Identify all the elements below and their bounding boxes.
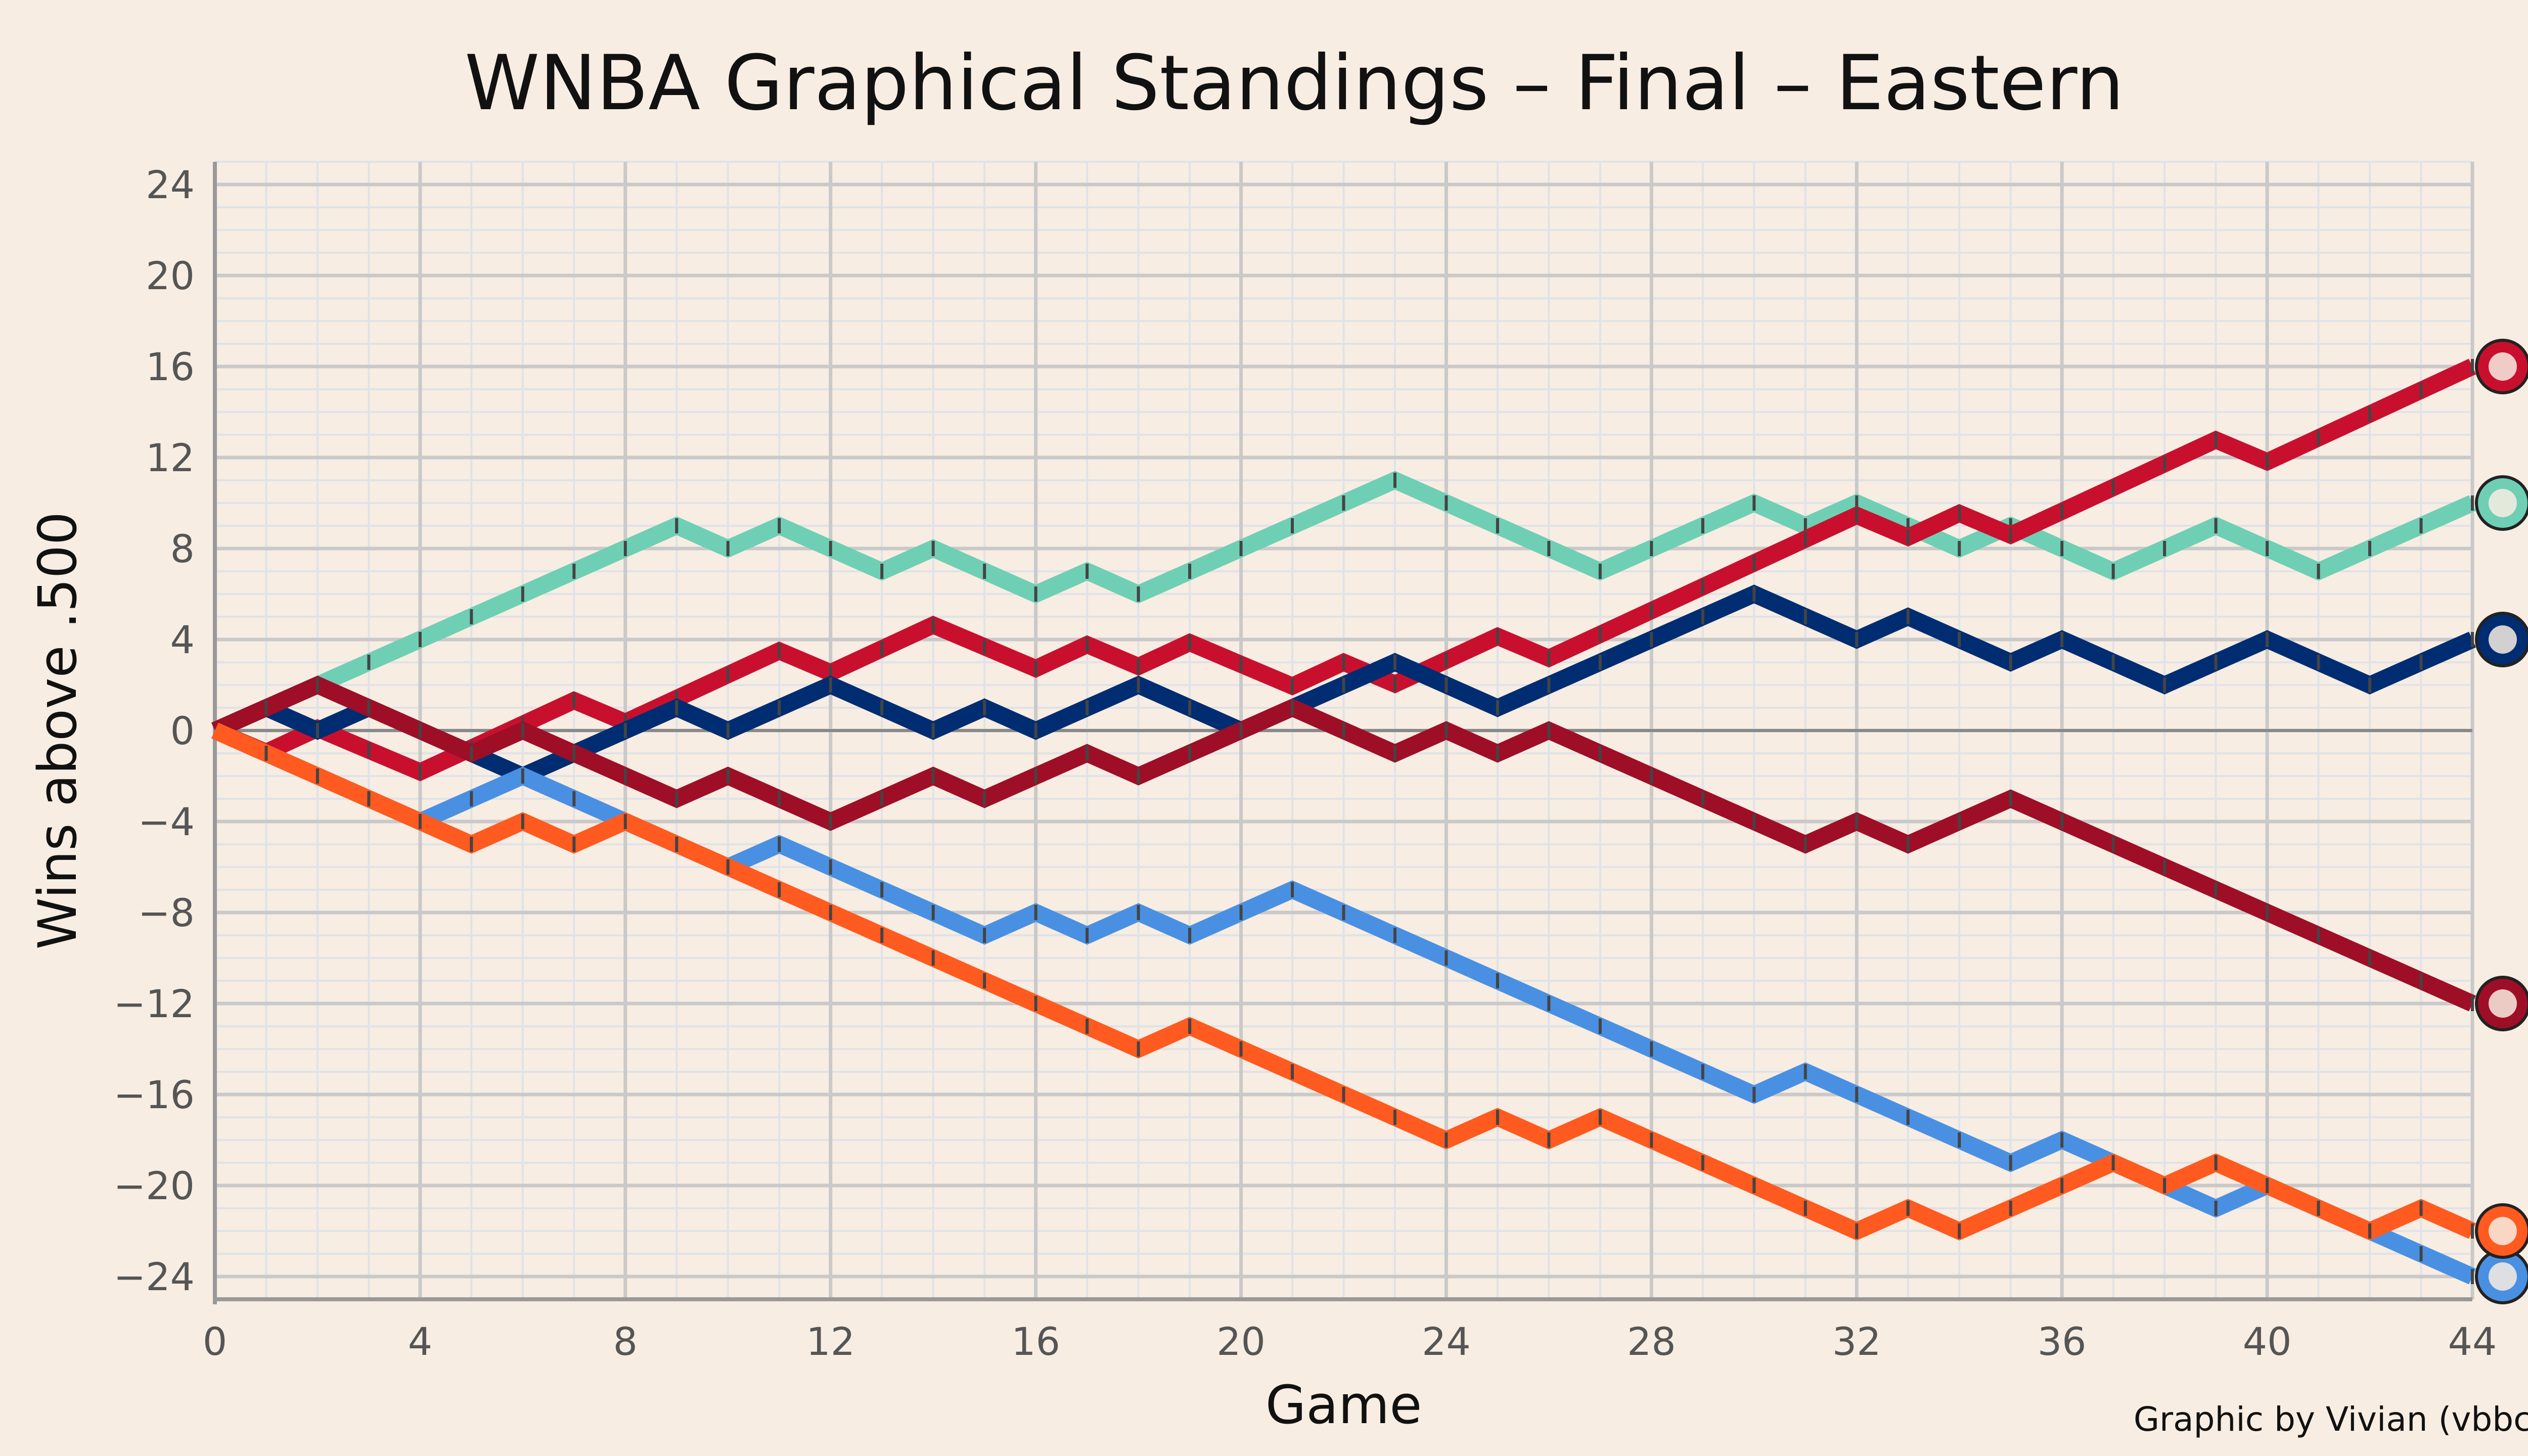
- washington-mystics-logo: [2475, 976, 2528, 1031]
- x-tick-label: 16: [1011, 1319, 1060, 1364]
- y-tick-label: −12: [114, 981, 195, 1026]
- chart-title: WNBA Graphical Standings – Final – Easte…: [464, 39, 2125, 127]
- new-york-liberty-logo: [2475, 475, 2528, 531]
- y-axis-title: Wins above .500: [27, 512, 88, 949]
- x-tick-label: 44: [2448, 1319, 2497, 1364]
- x-tick-labels: 0 4 8 12 16 20 24 28 32 36 40 44: [203, 1319, 2497, 1364]
- indiana-fever-logo: [2475, 612, 2528, 667]
- y-tick-label: −24: [114, 1254, 195, 1299]
- y-tick-label: 8: [170, 526, 195, 571]
- y-tick-label: −16: [114, 1072, 195, 1117]
- y-tick-label: 4: [170, 617, 195, 662]
- x-tick-label: 40: [2243, 1319, 2292, 1364]
- y-tick-label: 12: [146, 435, 195, 480]
- x-tick-label: 24: [1422, 1319, 1471, 1364]
- logo-center: [2489, 352, 2517, 381]
- x-tick-label: 36: [2038, 1319, 2087, 1364]
- logo-center: [2489, 625, 2517, 654]
- logo-center: [2489, 989, 2517, 1018]
- series-layer: [211, 358, 2476, 1285]
- x-tick-label: 32: [1832, 1319, 1881, 1364]
- y-tick-labels: 24 20 16 12 8 4 0 −4 −8 −12 −16 −20 −24: [114, 162, 195, 1299]
- connecticut-sun-logo: [2475, 1203, 2528, 1259]
- y-tick-label: −8: [138, 890, 195, 935]
- team-logos: [2475, 339, 2528, 1304]
- logo-center: [2489, 1262, 2517, 1291]
- x-tick-label: 20: [1216, 1319, 1266, 1364]
- logo-center: [2489, 489, 2517, 517]
- y-tick-label: 0: [170, 708, 195, 753]
- credit-text: Graphic by Vivian (vbbcla): [2133, 1400, 2528, 1439]
- logo-center: [2489, 1217, 2517, 1245]
- y-tick-label: −20: [114, 1163, 195, 1208]
- x-tick-label: 4: [408, 1319, 432, 1364]
- x-tick-label: 8: [613, 1319, 638, 1364]
- x-axis-title: Game: [1266, 1374, 1422, 1436]
- atlanta-dream-logo: [2475, 339, 2528, 394]
- y-tick-label: 16: [146, 344, 195, 389]
- x-tick-label: 28: [1627, 1319, 1676, 1364]
- y-tick-label: 20: [146, 253, 195, 298]
- y-tick-label: 24: [146, 162, 195, 207]
- x-tick-label: 12: [806, 1319, 855, 1364]
- y-tick-label: −4: [138, 799, 195, 844]
- x-tick-label: 0: [203, 1319, 227, 1364]
